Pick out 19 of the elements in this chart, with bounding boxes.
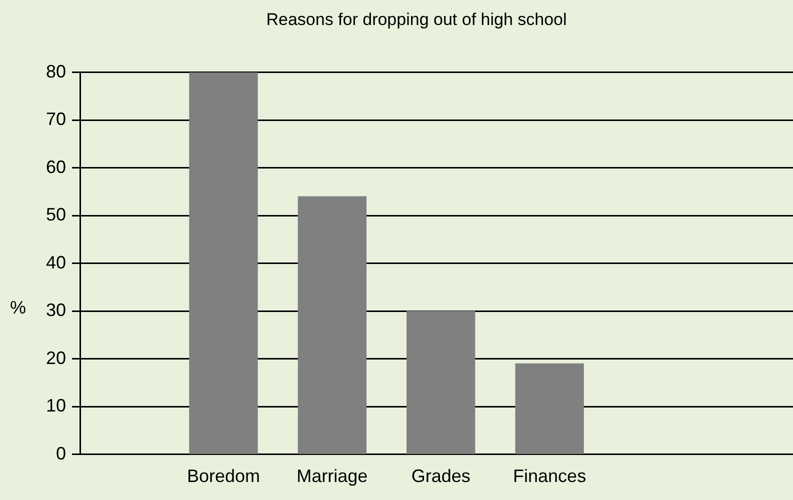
y-tick-label: 80	[46, 61, 66, 82]
x-tick-label: Boredom	[186, 466, 260, 486]
chart-title: Reasons for dropping out of high school	[266, 10, 567, 29]
y-tick-label: 60	[46, 156, 66, 177]
y-axis-title: %	[10, 297, 26, 318]
y-tick-label: 20	[46, 348, 66, 368]
x-tick-label: Grades	[411, 466, 470, 486]
x-tick-label: Marriage	[296, 466, 368, 486]
bar	[298, 196, 367, 454]
y-tick-label: 40	[46, 252, 66, 272]
y-tick-label: 0	[56, 443, 66, 464]
y-tick-label: 10	[46, 396, 66, 416]
bar	[515, 363, 584, 454]
y-tick-label: 30	[46, 300, 66, 320]
y-tick-label: 50	[46, 204, 66, 225]
bar	[189, 72, 258, 454]
y-tick-label: 70	[46, 109, 66, 130]
bar	[406, 310, 476, 454]
x-tick-label: Finances	[513, 466, 586, 486]
